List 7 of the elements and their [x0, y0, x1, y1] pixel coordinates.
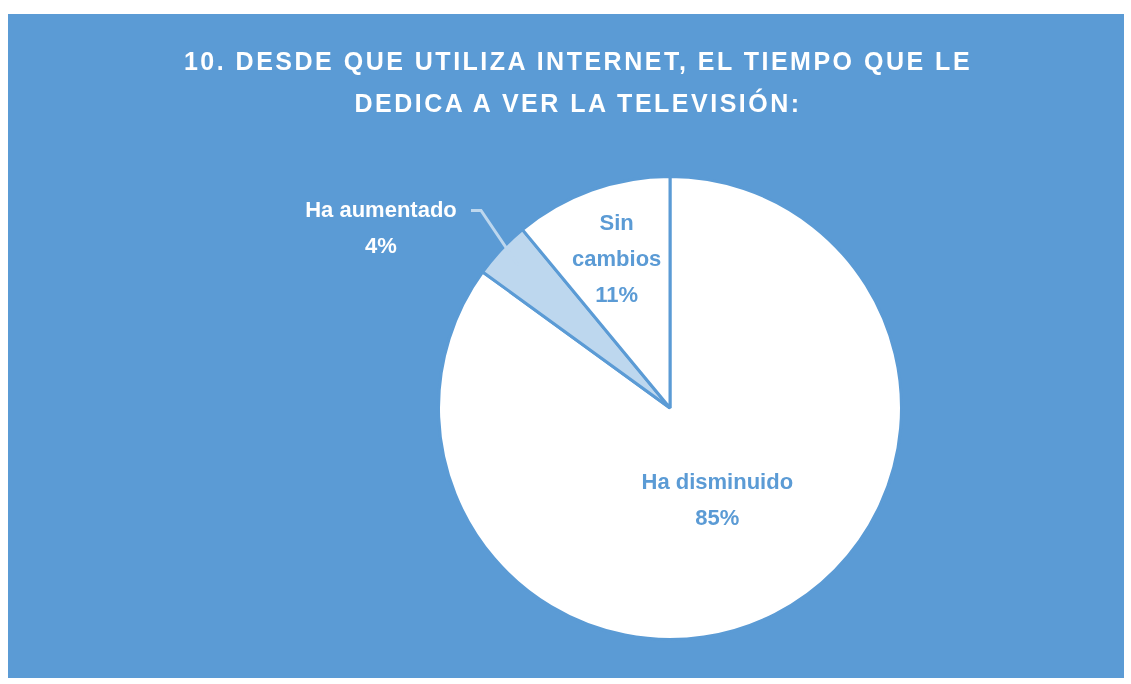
slice-label: Sin cambios [572, 209, 662, 271]
chart-title: 10. DESDE QUE UTILIZA INTERNET, EL TIEMPO QUE LE DEDICA A VER LA TELEVISIÓN: [182, 46, 974, 119]
slice-label: Ha aumentado [305, 196, 457, 222]
data-label: 4% [365, 232, 397, 258]
slice-label: Ha disminuido [641, 468, 794, 494]
data-label: 85% [695, 504, 740, 530]
data-label: 11% [595, 281, 639, 307]
